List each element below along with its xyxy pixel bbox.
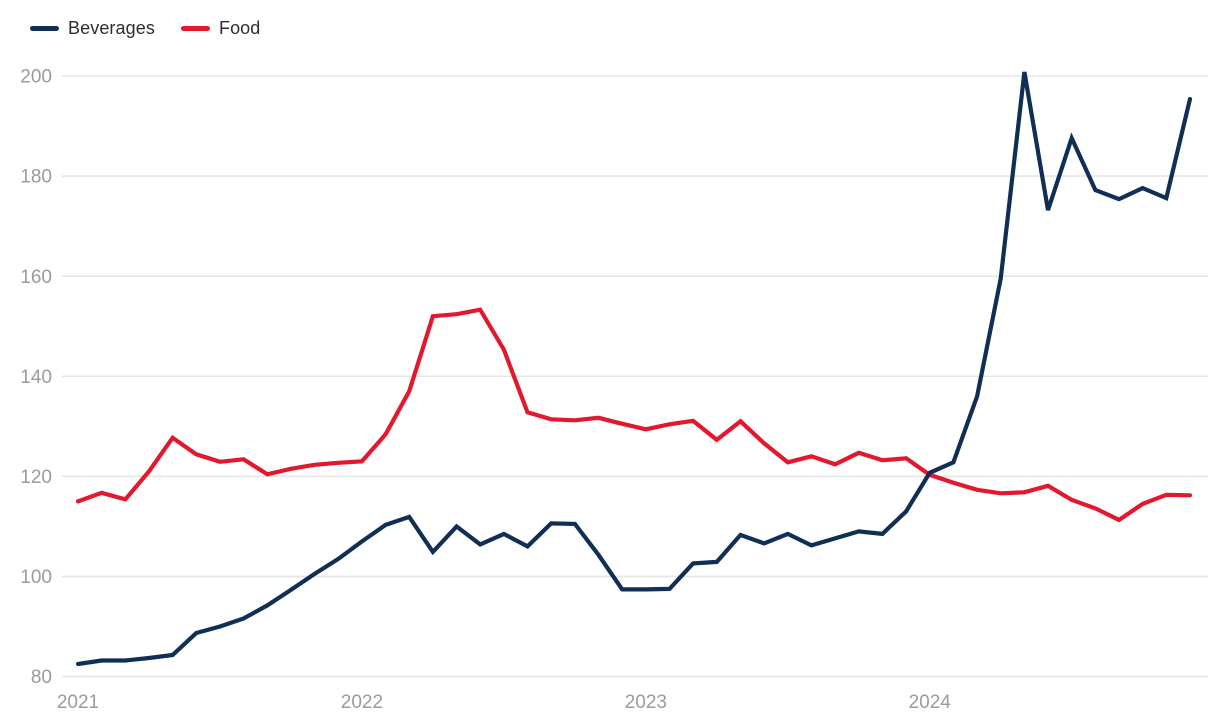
series-line-beverages: [75, 71, 1193, 667]
legend-item-food: Food: [180, 18, 261, 39]
legend-item-beverages: Beverages: [30, 18, 155, 39]
y-tick-label-80: 80: [31, 667, 52, 688]
y-tick-label-140: 140: [20, 367, 52, 388]
y-tick-label-100: 100: [20, 567, 52, 588]
legend-label-beverages: Beverages: [68, 18, 155, 38]
y-tick-label-200: 200: [20, 67, 52, 88]
food-line-swatch-icon: [180, 26, 210, 31]
x-tick-label-2022: 2022: [341, 692, 383, 713]
series-line-food: [75, 307, 1193, 523]
y-tick-label-160: 160: [20, 267, 52, 288]
x-tick-label-2024: 2024: [909, 692, 952, 713]
y-tick-label-180: 180: [20, 167, 52, 188]
beverages-line-swatch-icon: [30, 26, 59, 31]
y-tick-label-120: 120: [20, 467, 52, 488]
legend: Beverages Food: [30, 18, 260, 39]
x-tick-label-2021: 2021: [57, 692, 99, 713]
legend-label-food: Food: [218, 18, 261, 38]
x-tick-label-2023: 2023: [625, 692, 667, 713]
